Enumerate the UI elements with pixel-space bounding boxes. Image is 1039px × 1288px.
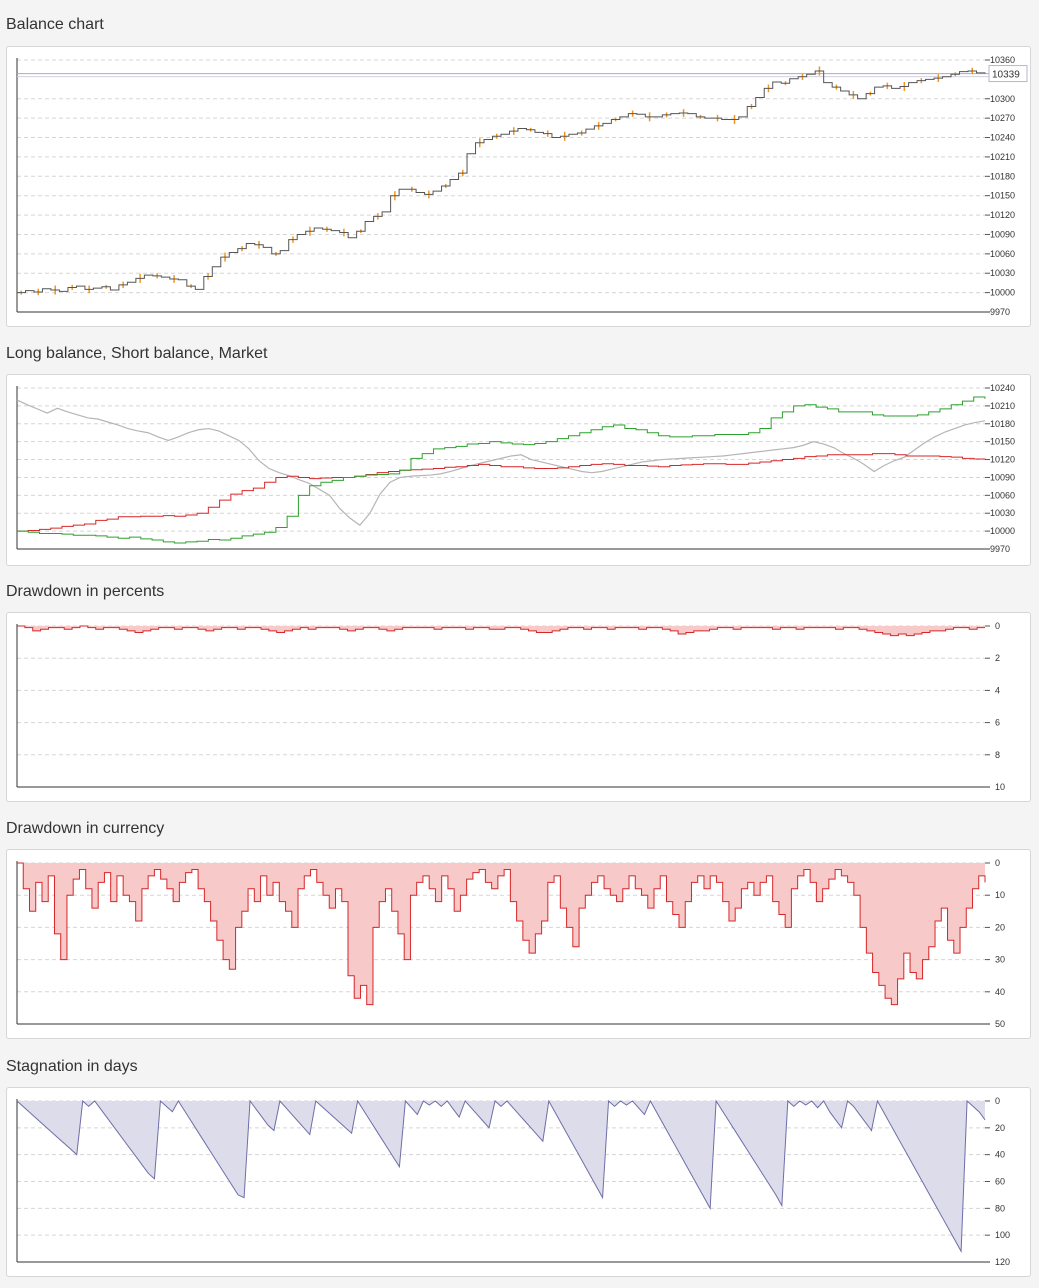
- y-tick-label: 10000: [990, 526, 1015, 536]
- stagnation-line: [16, 1099, 986, 1254]
- drawdown-currency-panel: 0 10 20 30 40 50: [6, 849, 1031, 1039]
- y-tick-label: 30: [995, 955, 1005, 965]
- y-tick-label: 10030: [990, 268, 1015, 278]
- stagnation-area: [17, 1101, 985, 1252]
- y-tick-label: 10090: [990, 229, 1015, 239]
- y-tick-label: 60: [995, 1177, 1005, 1187]
- drawdown-currency-title: Drawdown in currency: [6, 820, 165, 837]
- y-tick-label: 10150: [990, 191, 1015, 201]
- y-tick-label: 6: [995, 718, 1000, 728]
- long-short-market-panel: 10240 10210 10180 10150 10120 10090 10060 10030…: [6, 374, 1031, 566]
- y-tick-label: 10210: [990, 401, 1015, 411]
- y-tick-label: 10: [995, 782, 1005, 792]
- y-tick-label: 50: [995, 1019, 1005, 1029]
- y-tick-label: 0: [995, 1096, 1000, 1106]
- stagnation-title: Stagnation in days: [6, 1058, 138, 1075]
- drawdown-percent-panel: 0 2 4 6 8 10: [6, 612, 1031, 802]
- y-tick-label: 0: [995, 858, 1000, 868]
- y-tick-label: 20: [995, 922, 1005, 932]
- last-value-box: [988, 65, 1028, 83]
- y-tick-label: 10270: [990, 113, 1015, 123]
- drawdown-line: [17, 625, 985, 637]
- y-tick-label: 10060: [990, 249, 1015, 259]
- y-tick-label: 10090: [990, 472, 1015, 482]
- y-tick-label: 120: [995, 1257, 1010, 1267]
- long-short-market-title: Long balance, Short balance, Market: [6, 345, 268, 362]
- balance-chart-panel: 10360 10300 10270 10240 10210 10180 10150 10120…: [6, 46, 1031, 327]
- market-line: [16, 399, 986, 526]
- y-tick-label: 20: [995, 1123, 1005, 1133]
- y-tick-label: 9970: [990, 307, 1010, 317]
- y-tick-label: 9970: [990, 544, 1010, 554]
- y-tick-label: 10060: [990, 490, 1015, 500]
- y-tick-label: 8: [995, 750, 1000, 760]
- y-tick-label: 10: [995, 890, 1005, 900]
- y-tick-label: 10120: [990, 455, 1015, 465]
- y-tick-label: 10120: [990, 210, 1015, 220]
- y-tick-label: 40: [995, 987, 1005, 997]
- long-balance-line: [17, 396, 986, 544]
- drawdown-area: [17, 863, 985, 1005]
- last-value-label: 10339: [988, 65, 1028, 83]
- drawdown-percent-title: Drawdown in percents: [6, 583, 165, 600]
- y-tick-label: 10180: [990, 171, 1015, 181]
- last-value-text: 10339: [992, 70, 1020, 81]
- drawdown-currency-chart: 0 10 20 30 40 50: [16, 858, 1005, 1029]
- y-tick-label: 10300: [990, 94, 1015, 104]
- stagnation-panel: 0 20 40 60 80 100 120: [6, 1087, 1031, 1277]
- y-tick-label: 80: [995, 1203, 1005, 1213]
- y-tick-label: 10150: [990, 437, 1015, 447]
- stagnation-chart: 0 20 40 60 80 100 120: [16, 1096, 1010, 1267]
- balance-series-line: [17, 70, 986, 294]
- y-tick-label: 10000: [990, 288, 1015, 298]
- long-short-market-chart: 10240 10210 10180 10150 10120 10090 10060 10030…: [16, 383, 1015, 554]
- y-tick-label: 10240: [990, 383, 1015, 393]
- y-tick-label: 10030: [990, 508, 1015, 518]
- y-tick-label: 40: [995, 1150, 1005, 1160]
- balance-chart-title: Balance chart: [6, 16, 104, 33]
- y-tick-label: 4: [995, 685, 1000, 695]
- y-tick-label: 10360: [990, 55, 1015, 65]
- y-tick-label: 10210: [990, 152, 1015, 162]
- drawdown-percent-chart: 0 2 4 6 8 10: [16, 621, 1005, 792]
- short-balance-line: [17, 453, 986, 532]
- y-tick-label: 0: [995, 621, 1000, 631]
- y-tick-label: 2: [995, 653, 1000, 663]
- y-tick-label: 10180: [990, 419, 1015, 429]
- y-tick-label: 100: [995, 1230, 1010, 1240]
- y-tick-label: 10240: [990, 133, 1015, 143]
- balance-chart: 10360 10300 10270 10240 10210 10180 10150 10120…: [16, 55, 1028, 317]
- drawdown-line: [17, 862, 986, 1006]
